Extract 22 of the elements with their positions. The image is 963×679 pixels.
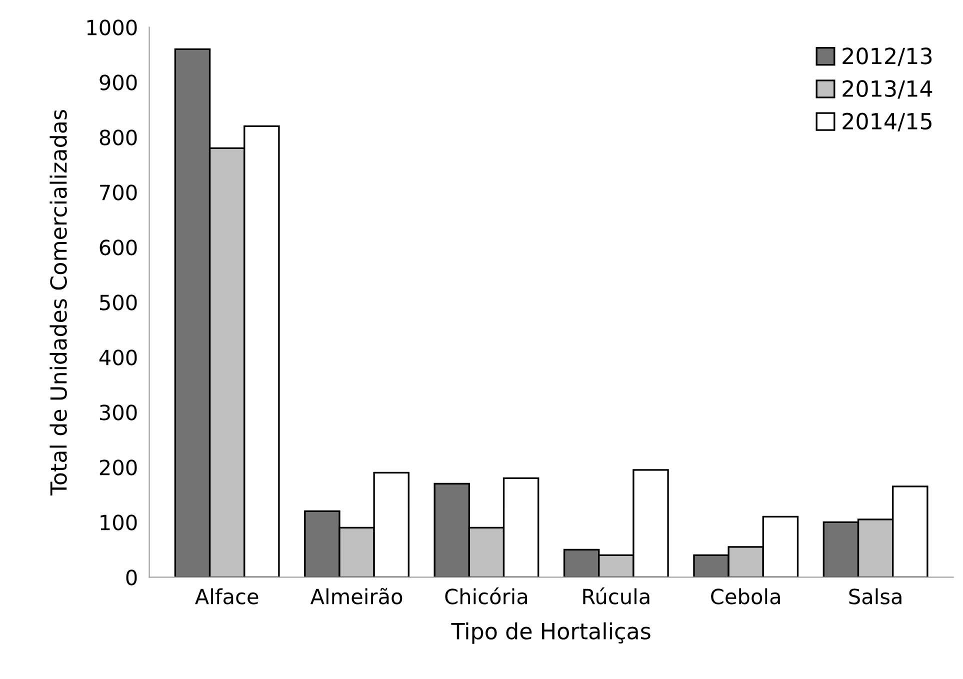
y-tick-label: 400 xyxy=(99,350,137,366)
y-tick-label: 500 xyxy=(100,294,137,310)
y-tick-label: 300 xyxy=(100,404,137,420)
legend-label: 2012/13 xyxy=(842,48,932,66)
x-axis-title: Tipo de Hortaliças xyxy=(451,622,650,644)
x-tick-label: Cebola xyxy=(711,588,780,604)
y-tick-label: 200 xyxy=(100,460,137,476)
y-tick-label: 0 xyxy=(126,570,137,586)
y-tick-label: 800 xyxy=(100,130,137,146)
x-tick-label: Chicória xyxy=(445,587,528,604)
y-tick-label: 100 xyxy=(100,514,137,530)
x-tick-label: Almeirão xyxy=(310,588,402,604)
y-tick-label: 700 xyxy=(100,184,137,200)
y-tick-label: 1000 xyxy=(87,20,137,36)
legend-label: 2013/14 xyxy=(842,80,932,99)
y-tick-label: 600 xyxy=(100,240,137,256)
y-tick-label: 900 xyxy=(100,74,137,90)
legend-label: 2014/15 xyxy=(842,112,932,132)
x-tick-label: Salsa xyxy=(849,588,902,604)
x-tick-label: Alface xyxy=(195,588,258,604)
y-axis-title: Total de Unidades Comercializadas xyxy=(50,110,67,496)
x-tick-label: Rúcula xyxy=(583,587,650,604)
